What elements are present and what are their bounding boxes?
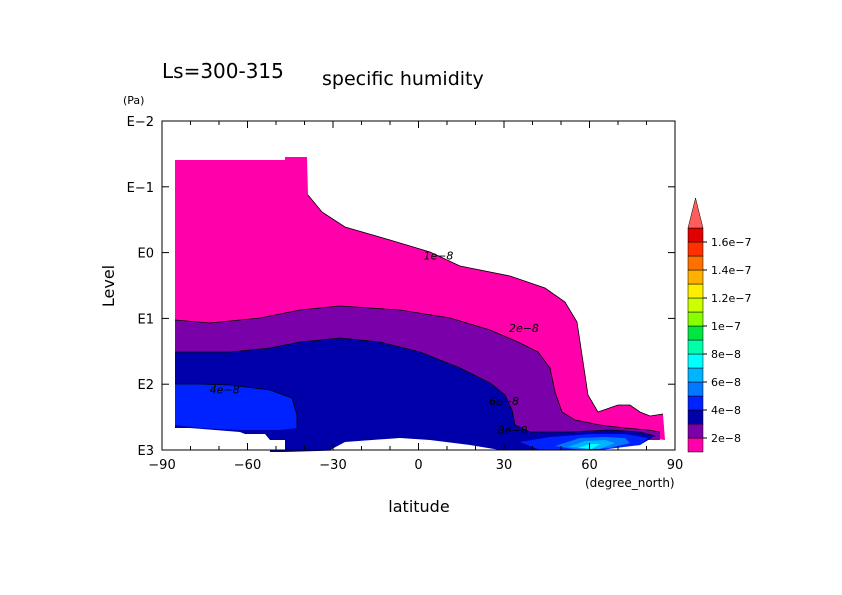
colorbar-label-0: 2e−8 — [711, 432, 741, 445]
y-tick-label-3: E1 — [138, 312, 155, 327]
contour-line-4e-8 — [175, 337, 656, 437]
chart-title-prefix: Ls=300-315 — [162, 59, 284, 83]
contour-line-layer — [174, 194, 664, 437]
colorbar-swatch-11 — [687, 283, 704, 299]
colorbar-swatch-15 — [687, 227, 704, 243]
y-axis: E−2 E−1 E0 E1 E2 E3 — [127, 115, 675, 459]
contour-label-4: 8e−8 — [498, 424, 528, 437]
contour-labels: 1e−8 2e−8 4e−8 6e−8 8e−8 — [210, 249, 539, 437]
chart-title-main: specific humidity — [322, 68, 484, 90]
y-tick-label-5: E3 — [138, 444, 155, 459]
colorbar-swatch-6 — [687, 353, 704, 369]
colorbar-swatch-4 — [687, 381, 704, 397]
colorbar-label-2: 4e−8 — [711, 404, 741, 417]
x-tick-label-5: 60 — [581, 458, 598, 473]
colorbar-swatch-8 — [687, 325, 704, 341]
x-axis: −90 −60 −30 0 30 60 90 — [148, 121, 683, 473]
colorbar-swatch-12 — [687, 269, 704, 285]
colorbar-swatch-14 — [687, 241, 704, 257]
x-tick-label-0: −90 — [148, 458, 175, 473]
y-units-label: (Pa) — [123, 94, 144, 107]
missing-data-region-south — [175, 428, 285, 450]
y-axis-title: Level — [99, 265, 118, 307]
colorbar-label-14: 1.6e−7 — [711, 236, 751, 249]
contour-label-1: 2e−8 — [509, 322, 539, 335]
x-tick-label-2: −30 — [319, 458, 346, 473]
colorbar-swatch-2 — [687, 409, 704, 425]
x-tick-label-3: 0 — [414, 458, 422, 473]
y-tick-label-2: E0 — [138, 247, 155, 262]
x-tick-label-6: 90 — [667, 458, 684, 473]
y-tick-label-0: E−2 — [127, 115, 154, 130]
contour-line-1e-8 — [307, 194, 664, 417]
colorbar-overflow-triangle — [687, 197, 704, 229]
colorbar-swatch-1 — [687, 423, 704, 439]
contour-label-0: 1e−8 — [423, 249, 453, 262]
contour-label-2: 4e−8 — [210, 383, 240, 396]
contour-label-3: 6e−8 — [489, 395, 519, 408]
colorbar-swatch-10 — [687, 297, 704, 313]
x-units-label: (degree_north) — [585, 476, 675, 490]
colorbar-swatch-13 — [687, 255, 704, 271]
colorbar-label-6: 8e−8 — [711, 348, 741, 361]
colorbar-swatch-5 — [687, 367, 704, 383]
contour-region-5e-8 — [175, 384, 297, 430]
contour-line-5e-8 — [175, 383, 298, 428]
x-tick-label-1: −60 — [234, 458, 261, 473]
contour-line-2e-8 — [174, 305, 661, 433]
colorbar-label-8: 1e−7 — [711, 320, 741, 333]
colorbar: 2e−8 4e−8 6e−8 8e−8 1e−7 1.2e−7 1.4e−7 1.6e−7 — [687, 197, 751, 453]
x-tick-label-4: 30 — [496, 458, 513, 473]
x-axis-title: latitude — [388, 497, 449, 516]
missing-data-region-mid — [330, 438, 500, 450]
colorbar-label-12: 1.4e−7 — [711, 264, 751, 277]
colorbar-swatch-0 — [687, 437, 704, 453]
y-tick-label-1: E−1 — [127, 181, 154, 196]
contour-fill-layer — [162, 121, 665, 452]
colorbar-swatch-7 — [687, 339, 704, 355]
colorbar-swatch-9 — [687, 311, 704, 327]
colorbar-label-4: 6e−8 — [711, 376, 741, 389]
y-tick-label-4: E2 — [138, 378, 155, 393]
colorbar-swatch-3 — [687, 395, 704, 411]
missing-data-region-left — [162, 121, 175, 450]
colorbar-label-10: 1.2e−7 — [711, 292, 751, 305]
